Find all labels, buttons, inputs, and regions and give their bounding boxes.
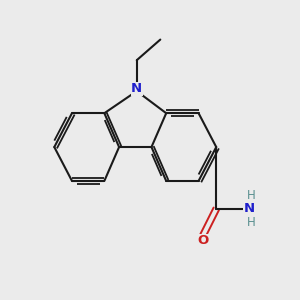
Text: H: H xyxy=(247,216,255,229)
Text: O: O xyxy=(197,234,208,247)
Text: N: N xyxy=(131,82,142,95)
Text: H: H xyxy=(247,189,255,202)
Text: N: N xyxy=(244,202,255,215)
